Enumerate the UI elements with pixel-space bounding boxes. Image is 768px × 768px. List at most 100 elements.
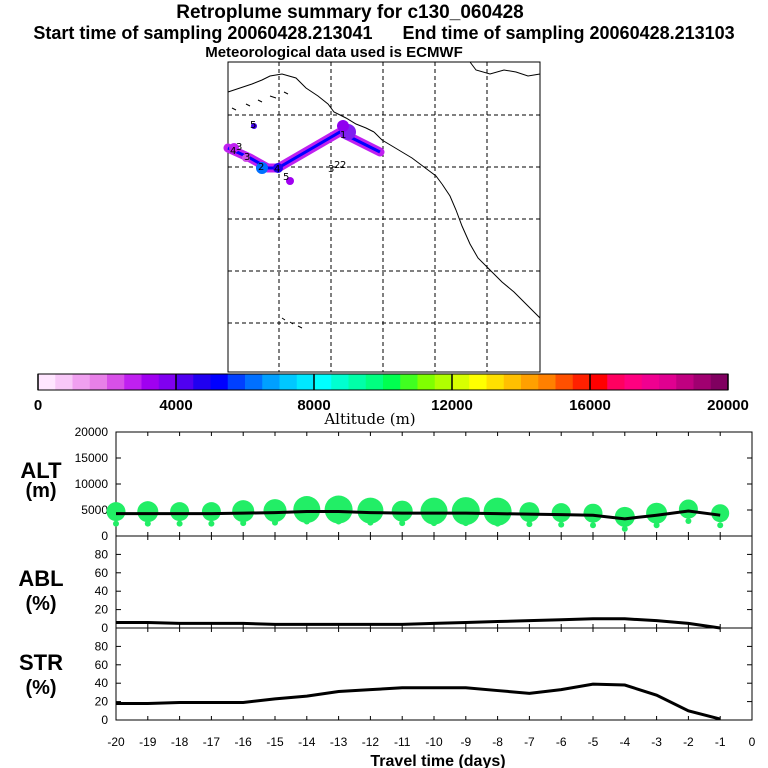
altitude-bubble-minor (462, 520, 469, 527)
altitude-bubble-minor (335, 518, 342, 525)
map-label: 2 (258, 162, 264, 173)
colorbar-swatch (158, 374, 177, 390)
x-tick-label: -16 (235, 735, 253, 749)
track-point (229, 143, 239, 153)
panel-ylabel: STR (19, 650, 63, 675)
colorbar-tick-label: 12000 (431, 397, 473, 414)
altitude-bubble-minor (685, 518, 692, 525)
colorbar-swatch (331, 374, 349, 390)
colorbar-swatch (503, 374, 522, 390)
abl-line (116, 617, 721, 630)
altitude-bubble (263, 499, 287, 523)
x-tick-label: -9 (460, 735, 471, 749)
track-point (242, 154, 250, 162)
y-tick-label: 20 (95, 695, 109, 709)
map-label: 3 (328, 164, 334, 175)
altitude-bubble-minor (653, 522, 660, 529)
x-tick-label: -12 (362, 735, 380, 749)
start-time-label: Start time of sampling 20060428.213041 (33, 23, 373, 43)
map-label: 2 (340, 160, 346, 171)
colorbar-swatch (314, 374, 332, 390)
colorbar-tick-label: 20000 (707, 397, 749, 414)
altitude-bubble-minor (526, 521, 533, 528)
colorbar-swatch (262, 374, 280, 390)
colorbar-swatch (521, 374, 539, 390)
track-point (286, 177, 294, 185)
altitude-bubble-minor (208, 520, 215, 527)
x-tick-label: -10 (425, 735, 443, 749)
coastlines (227, 61, 541, 329)
colorbar-swatch (710, 374, 729, 390)
colorbar-label: Altitude (m) (323, 410, 415, 428)
altitude-bubble (106, 502, 126, 522)
altitude-bubble (711, 504, 730, 523)
altitude-bubble (483, 497, 512, 526)
x-tick-label: -4 (619, 735, 630, 749)
colorbar-swatch (572, 374, 591, 390)
altitude-bubble-minor (272, 519, 278, 526)
altitude-bubble (420, 497, 448, 525)
y-tick-label: 40 (95, 676, 109, 690)
colorbar-swatch (348, 374, 367, 390)
colorbar-swatch (590, 374, 608, 390)
map-label: 3 (236, 142, 242, 153)
panel-ylabel-unit: (m) (25, 480, 56, 502)
altitude-bubble (678, 499, 698, 519)
x-tick-label: -13 (330, 735, 348, 749)
y-tick-label: 60 (95, 658, 109, 672)
colorbar-swatch (383, 374, 401, 390)
altitude-bubble (391, 500, 413, 522)
colorbar-tick-label: 0 (34, 397, 42, 414)
x-tick-label: -19 (139, 735, 157, 749)
colorbar-swatch (452, 374, 470, 390)
hawaii-islands (281, 317, 303, 329)
colorbar-swatch (55, 374, 73, 390)
colorbar-swatch (72, 374, 91, 390)
altitude-bubble-minor (621, 525, 628, 532)
panel-frame (115, 535, 753, 629)
panel-ylabel: ABL (18, 566, 63, 591)
map-label: 5 (283, 172, 289, 183)
x-axis-title: Travel time (days) (370, 753, 505, 768)
colorbar-swatch (555, 374, 574, 390)
colorbar-swatch (400, 374, 418, 390)
altitude-bubble-minor (399, 520, 406, 527)
track-point (256, 162, 268, 174)
altitude-bubble-minor (590, 522, 596, 529)
colorbar-swatch (693, 374, 712, 390)
altitude-bubble-minor (113, 520, 119, 527)
time-series-panels: 05000100001500020000ALT(m)020406080ABL(%… (18, 425, 755, 768)
altitude-bubble (324, 495, 353, 524)
arctic-coast (469, 61, 541, 77)
y-tick-label: 15000 (75, 451, 109, 465)
map-label: 3 (244, 152, 250, 163)
colorbar-swatch (538, 374, 556, 390)
aleutian-islands (231, 91, 289, 111)
y-tick-label: 0 (101, 529, 108, 543)
colorbar-swatch (624, 374, 643, 390)
colorbar-swatch (659, 374, 677, 390)
altitude-bubble (614, 506, 635, 527)
altitude-bubble-minor (558, 521, 565, 528)
y-tick-label: 10000 (75, 477, 109, 491)
map-label: 4 (230, 146, 236, 157)
x-tick-label: -17 (203, 735, 221, 749)
x-tick-label: -7 (524, 735, 535, 749)
altitude-bubble (170, 502, 190, 522)
end-time-label: End time of sampling 20060428.213103 (402, 23, 735, 43)
map-label: 5 (250, 120, 256, 131)
colorbar-swatch (434, 374, 453, 390)
colorbar-swatch (124, 374, 142, 390)
y-tick-label: 0 (101, 621, 108, 635)
y-tick-label: 0 (101, 713, 108, 727)
x-tick-label: -8 (492, 735, 503, 749)
x-tick-label: -15 (266, 735, 284, 749)
colorbar-tick-label: 4000 (159, 397, 192, 414)
colorbar-swatch (227, 374, 246, 390)
colorbar-swatch (486, 374, 505, 390)
figure-title: Retroplume summary for c130_060428 (176, 2, 524, 23)
altitude-bubble (201, 502, 221, 522)
